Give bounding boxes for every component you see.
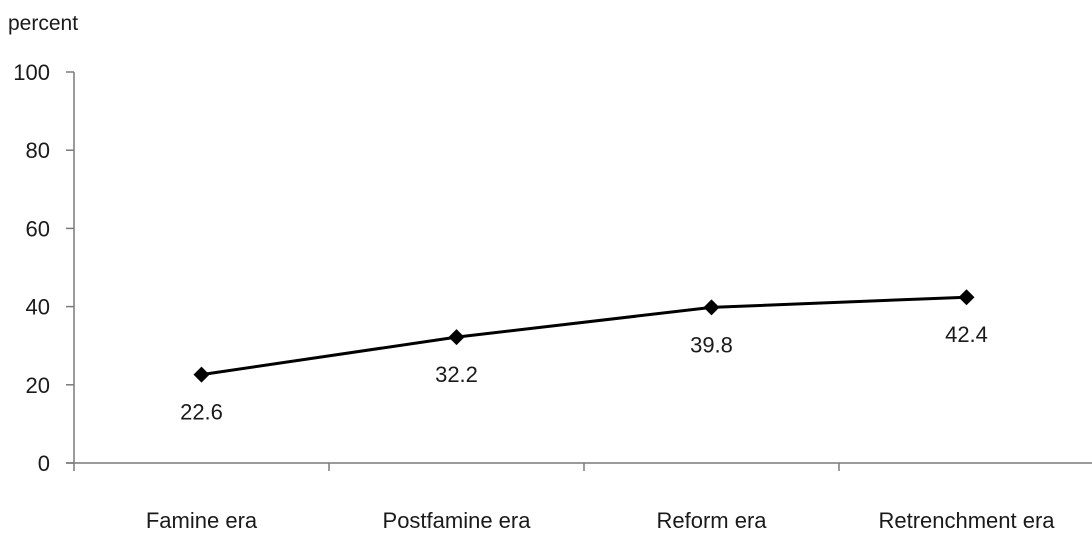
y-tick-label: 80 (26, 138, 50, 163)
data-point-marker (193, 366, 210, 383)
x-category-label: Retrenchment era (878, 508, 1055, 533)
data-label: 42.4 (945, 322, 988, 347)
series-layer: 22.6 32.2 39.8 42.4 (180, 289, 988, 425)
y-axis: 0 20 40 60 80 100 (13, 60, 75, 476)
data-label: 22.6 (180, 400, 223, 425)
y-tick-label: 40 (26, 295, 50, 320)
series-line (201, 295, 967, 377)
x-category-label: Postfamine era (383, 508, 532, 533)
data-label: 39.8 (690, 332, 733, 357)
y-axis-title: percent (8, 12, 78, 35)
y-tick-label: 100 (13, 60, 50, 85)
x-category-label: Famine era (146, 508, 258, 533)
data-point-marker (448, 329, 465, 346)
data-point-marker (958, 289, 975, 306)
data-label: 32.2 (435, 362, 478, 387)
y-tick-label: 0 (38, 451, 50, 476)
data-point-marker (703, 299, 720, 316)
y-tick-label: 60 (26, 216, 50, 241)
x-axis: Famine era Postfamine era Reform era Retren… (66, 462, 1092, 533)
x-category-label: Reform era (656, 508, 767, 533)
y-tick-label: 20 (26, 373, 50, 398)
